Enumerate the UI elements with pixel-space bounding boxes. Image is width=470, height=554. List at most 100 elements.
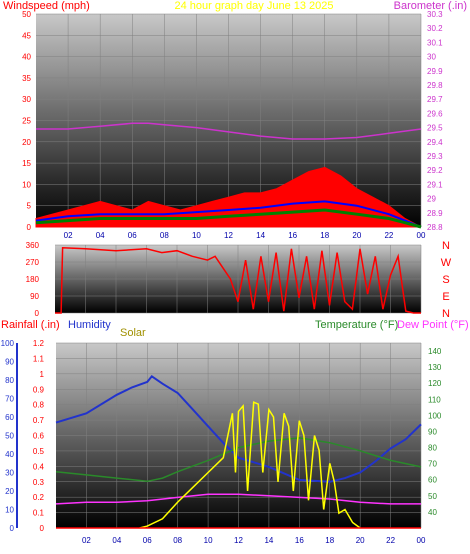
- humidity-line: [55, 374, 422, 483]
- windspeed-x-tick: 04: [96, 231, 105, 240]
- rainfall-y-tick: 0.5: [33, 447, 45, 456]
- direction-y-tick: 360: [26, 241, 40, 250]
- rainfall-y-tick: 0.1: [33, 509, 45, 518]
- windspeed-y-tick: 35: [22, 74, 31, 83]
- rain-series: [55, 374, 422, 529]
- barometer-y-tick: 29.8: [427, 81, 443, 90]
- rainfall-y-ticks: 0 0.1 0.2 0.3 0.4 0.5 0.6 0.7 0.8 0.9 1 1.1 1.2: [33, 339, 45, 533]
- temperature-y-tick: 80: [428, 444, 437, 453]
- humidity-y-tick: 50: [5, 432, 14, 441]
- rainfall-y-tick: 1: [40, 370, 45, 379]
- barometer-y-tick: 29.4: [427, 138, 443, 147]
- windspeed-x-tick: 12: [224, 231, 233, 240]
- barometer-y-tick: 30: [427, 53, 436, 62]
- dewpoint-line: [55, 493, 421, 505]
- rain-x-tick: 20: [356, 536, 365, 545]
- temperature-y-tick: 90: [428, 427, 437, 436]
- temperature-y-tick: 50: [428, 492, 437, 501]
- windspeed-x-tick: 22: [384, 231, 393, 240]
- rain-x-ticks: 02 04 06 08 10 12 14 16 18 20 22 00: [82, 536, 426, 545]
- dewpoint-axis-title: Dew Point (°F): [397, 319, 469, 331]
- windspeed-y-tick: 40: [22, 53, 31, 62]
- windspeed-y-tick: 15: [22, 159, 31, 168]
- rainfall-y-tick: 0.6: [33, 432, 45, 441]
- windspeed-y-tick: 50: [22, 10, 31, 19]
- compass-label: N: [442, 308, 450, 320]
- wind-average-line: [35, 208, 422, 229]
- humidity-axis-title: Humidity: [68, 319, 111, 331]
- humidity-y-tick: 30: [5, 469, 14, 478]
- barometer-y-tick: 29: [427, 195, 436, 204]
- solar-line: [139, 401, 361, 529]
- rain-x-tick: 22: [386, 536, 395, 545]
- windspeed-x-tick: 18: [320, 231, 329, 240]
- compass-label: S: [442, 274, 449, 286]
- rain-x-tick: 14: [264, 536, 273, 545]
- barometer-y-tick: 29.6: [427, 109, 443, 118]
- windspeed-y-tick: 10: [22, 180, 31, 189]
- solar-axis-title: Solar: [120, 327, 146, 339]
- wind-gust-line: [35, 200, 422, 228]
- windspeed-y-ticks: 0 5 10 15 20 25 30 35 40 45 50: [22, 10, 31, 232]
- rain-x-tick: 12: [234, 536, 243, 545]
- humidity-y-tick: 90: [5, 358, 14, 367]
- barometer-line: [36, 122, 422, 140]
- windspeed-series: [35, 122, 422, 229]
- temperature-y-tick: 130: [428, 363, 442, 372]
- windspeed-x-tick: 02: [64, 231, 73, 240]
- rain-x-tick: 16: [295, 536, 304, 545]
- direction-y-tick: 0: [35, 309, 40, 318]
- windspeed-y-tick: 5: [27, 202, 32, 211]
- rain-x-tick: 18: [325, 536, 334, 545]
- windspeed-y-tick: 45: [22, 31, 31, 40]
- humidity-y-tick: 0: [10, 524, 15, 533]
- windspeed-area: [35, 166, 422, 228]
- barometer-y-tick: 28.9: [427, 209, 443, 218]
- rain-humidity-panel: 0 0.1 0.2 0.3 0.4 0.5 0.6 0.7 0.8 0.9 1 1.1 1.2 0 10 2…: [1, 339, 442, 545]
- barometer-y-tick: 29.3: [427, 152, 443, 161]
- windspeed-x-tick: 16: [288, 231, 297, 240]
- rain-x-tick: 06: [143, 536, 152, 545]
- temperature-axis-title: Temperature (°F): [315, 319, 398, 331]
- humidity-y-tick: 70: [5, 395, 14, 404]
- barometer-y-tick: 29.2: [427, 166, 443, 175]
- rainfall-y-tick: 1.1: [33, 354, 45, 363]
- rain-x-tick: 04: [112, 536, 121, 545]
- temperature-y-tick: 110: [428, 395, 441, 404]
- barometer-axis-title: Barometer (.in): [394, 0, 467, 12]
- humidity-y-ticks: 0 10 20 30 40 50 60 70 80 90 100: [1, 339, 18, 533]
- rain-x-tick: 08: [173, 536, 182, 545]
- rainfall-y-tick: 1.2: [33, 339, 45, 348]
- windspeed-axis-title: Windspeed (mph): [3, 0, 90, 12]
- rainfall-y-tick: 0.7: [33, 416, 45, 425]
- direction-line: [55, 247, 421, 314]
- temperature-y-ticks: 40 50 60 70 80 90 100 110 120 130 140: [428, 347, 442, 517]
- humidity-y-tick: 10: [5, 506, 14, 515]
- direction-y-ticks: 0 90 180 270 360: [26, 241, 40, 318]
- direction-y-tick: 90: [30, 292, 39, 301]
- barometer-y-tick: 28.8: [427, 223, 443, 232]
- direction-y-tick: 270: [26, 258, 40, 267]
- windspeed-y-tick: 0: [27, 223, 32, 232]
- humidity-y-tick: 100: [1, 339, 15, 348]
- direction-series: [55, 247, 421, 314]
- barometer-y-tick: 29.1: [427, 180, 443, 189]
- compass-label: N: [442, 240, 450, 252]
- humidity-y-tick: 60: [5, 413, 14, 422]
- barometer-y-tick: 29.9: [427, 67, 443, 76]
- rainfall-y-tick: 0.3: [33, 478, 45, 487]
- windspeed-x-ticks: 02 04 06 08 10 12 14 16 18 20 22 00: [64, 231, 426, 240]
- windspeed-x-tick: 00: [417, 231, 426, 240]
- chart-title: 24 hour graph day June 13 2025: [174, 0, 333, 12]
- temperature-y-tick: 60: [428, 476, 437, 485]
- temperature-y-tick: 40: [428, 508, 437, 517]
- rainfall-axis-title: Rainfall (.in): [1, 319, 60, 331]
- windspeed-y-tick: 30: [22, 95, 31, 104]
- rain-x-tick: 00: [417, 536, 426, 545]
- windspeed-y-tick: 20: [22, 138, 31, 147]
- rainfall-y-tick: 0.2: [33, 493, 45, 502]
- compass-label: W: [441, 257, 452, 269]
